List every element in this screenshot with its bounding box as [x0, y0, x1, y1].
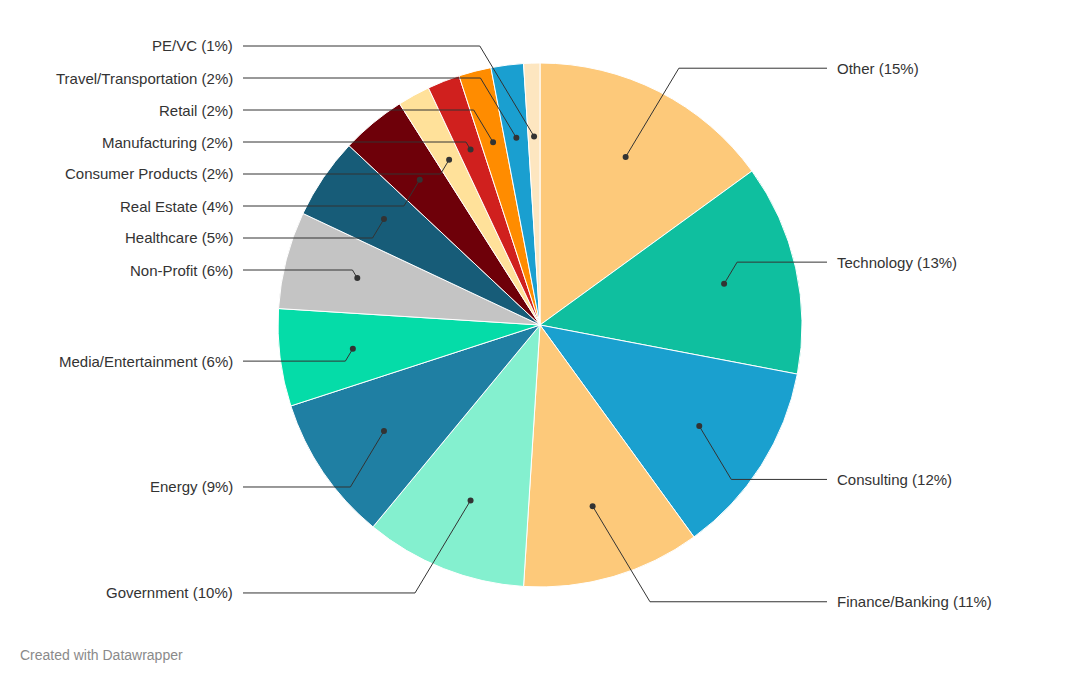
svg-text:Finance/Banking (11%): Finance/Banking (11%)	[837, 593, 992, 610]
svg-text:Manufacturing (2%): Manufacturing (2%)	[102, 134, 233, 151]
svg-text:Consumer Products (2%): Consumer Products (2%)	[65, 165, 233, 182]
svg-text:Technology (13%): Technology (13%)	[837, 254, 957, 271]
svg-text:Retail (2%): Retail (2%)	[159, 102, 233, 119]
svg-text:Government (10%): Government (10%)	[106, 584, 233, 601]
svg-text:Media/Entertainment (6%): Media/Entertainment (6%)	[59, 353, 233, 370]
svg-text:Travel/Transportation (2%): Travel/Transportation (2%)	[56, 70, 233, 87]
svg-text:Other (15%): Other (15%)	[837, 60, 919, 77]
svg-text:PE/VC (1%): PE/VC (1%)	[152, 37, 233, 54]
svg-text:Consulting (12%): Consulting (12%)	[837, 471, 952, 488]
svg-text:Energy (9%): Energy (9%)	[150, 478, 233, 495]
svg-text:Created with Datawrapper: Created with Datawrapper	[20, 647, 183, 663]
svg-text:Real Estate (4%): Real Estate (4%)	[120, 198, 233, 215]
svg-text:Healthcare (5%): Healthcare (5%)	[125, 229, 233, 246]
svg-text:Non-Profit (6%): Non-Profit (6%)	[130, 262, 233, 279]
